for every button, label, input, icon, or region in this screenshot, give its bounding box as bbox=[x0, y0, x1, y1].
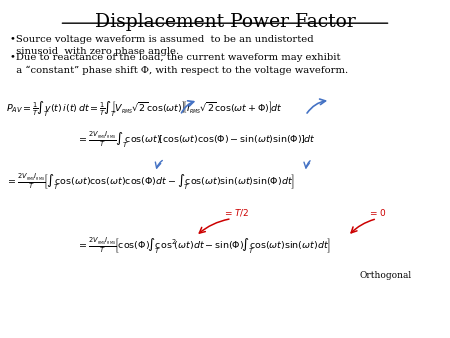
Text: •Due to reactance of the load, the current waveform may exhibit
  a “constant” p: •Due to reactance of the load, the curre… bbox=[10, 53, 348, 75]
Text: $= \frac{2V_{_{RMS}}I_{_{RMS}}}{T}\!\left[\cos\!\left(\Phi\right)\!\int_{T}\!\!\: $= \frac{2V_{_{RMS}}I_{_{RMS}}}{T}\!\lef… bbox=[77, 236, 332, 256]
Text: $P_{AV} = \frac{1}{T}\!\int_{T}\!\! v(t)\,i(t)\,dt = \frac{1}{T}\!\int_{T}\!\!\l: $P_{AV} = \frac{1}{T}\!\int_{T}\!\! v(t)… bbox=[6, 99, 282, 118]
Text: Orthogonal: Orthogonal bbox=[359, 271, 411, 280]
Text: Displacement Power Factor: Displacement Power Factor bbox=[94, 13, 356, 31]
Text: $= T/2$: $= T/2$ bbox=[223, 207, 249, 218]
Text: •Source voltage waveform is assumed  to be an undistorted
  sinusoid  with zero : •Source voltage waveform is assumed to b… bbox=[10, 35, 314, 56]
Text: $= \frac{2V_{_{RMS}}I_{_{RMS}}}{T}\!\left[\int_{T}\!\!\cos\!\left(\omega t\right: $= \frac{2V_{_{RMS}}I_{_{RMS}}}{T}\!\lef… bbox=[6, 172, 295, 192]
Text: $= 0$: $= 0$ bbox=[368, 207, 386, 218]
Text: $= \frac{2V_{_{RMS}}I_{_{RMS}}}{T}\int_{T}\!\cos\!\left(\omega t\right)\!\left[\: $= \frac{2V_{_{RMS}}I_{_{RMS}}}{T}\int_{… bbox=[77, 130, 315, 150]
